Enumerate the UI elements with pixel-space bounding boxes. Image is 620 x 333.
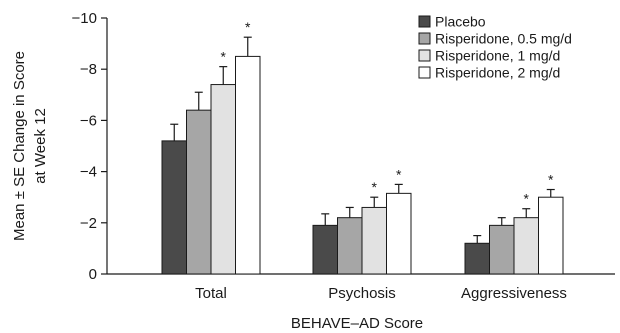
y-tick-label: −2 xyxy=(80,215,97,232)
y-tick-label: −4 xyxy=(80,164,97,181)
legend-label: Risperidone, 2 mg/d xyxy=(435,65,560,81)
bar xyxy=(513,217,539,275)
legend-label: Risperidone, 1 mg/d xyxy=(435,48,560,64)
bar xyxy=(186,109,212,275)
bar xyxy=(538,196,564,275)
y-tick-label: −10 xyxy=(72,10,97,27)
legend-swatch xyxy=(418,15,431,28)
bar xyxy=(337,217,363,275)
legend-swatch xyxy=(418,32,431,45)
bar xyxy=(210,84,236,275)
y-tick-label: −8 xyxy=(80,61,97,78)
bar xyxy=(312,224,338,275)
y-axis-title-line2: at Week 12 xyxy=(32,108,49,184)
legend-label: Risperidone, 0.5 mg/d xyxy=(435,31,572,47)
bar xyxy=(361,206,387,275)
bar xyxy=(386,192,412,275)
category-label: Total xyxy=(195,285,227,302)
significance-marker: * xyxy=(245,19,251,35)
y-tick-label: 0 xyxy=(89,266,97,283)
y-ticks-group: 0 −2 −4 −6 −8 −10 xyxy=(72,10,107,283)
significance-marker: * xyxy=(524,191,530,207)
category-label: Psychosis xyxy=(328,285,396,302)
category-labels-group: Total Psychosis Aggressiveness xyxy=(195,285,567,302)
bar xyxy=(464,242,490,275)
bar xyxy=(489,224,515,275)
significance-marker: * xyxy=(221,49,227,65)
legend-label: Placebo xyxy=(435,14,486,30)
significance-marker: * xyxy=(548,172,554,188)
bar xyxy=(235,55,261,275)
significance-marker: * xyxy=(372,179,378,195)
legend-swatch xyxy=(418,66,431,79)
significance-marker: * xyxy=(396,166,402,182)
legend-swatch xyxy=(418,49,431,62)
x-axis-title: BEHAVE–AD Score xyxy=(291,315,423,332)
y-tick-label: −6 xyxy=(80,112,97,129)
category-label: Aggressiveness xyxy=(461,285,567,302)
bars-group: * * * * * * xyxy=(161,19,564,275)
bar xyxy=(161,140,187,275)
y-axis-title-line1: Mean ± SE Change in Score xyxy=(11,51,28,241)
